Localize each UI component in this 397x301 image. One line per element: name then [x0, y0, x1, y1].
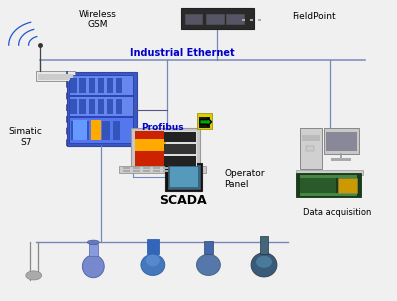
Bar: [326, 132, 357, 151]
Ellipse shape: [141, 254, 165, 275]
Bar: [107, 78, 113, 93]
Bar: [300, 128, 322, 169]
Text: Operator
Panel: Operator Panel: [224, 169, 265, 189]
Bar: [36, 71, 75, 81]
Bar: [226, 14, 244, 24]
Bar: [147, 239, 159, 254]
Bar: [69, 96, 133, 116]
Bar: [131, 128, 200, 169]
FancyArrow shape: [200, 118, 212, 126]
Bar: [98, 78, 104, 93]
Bar: [89, 99, 95, 114]
Bar: [306, 146, 314, 150]
Bar: [79, 99, 86, 114]
Ellipse shape: [197, 254, 220, 275]
Bar: [300, 176, 336, 194]
Text: Profibus: Profibus: [141, 123, 183, 132]
Text: SCADA: SCADA: [159, 194, 206, 207]
Bar: [164, 144, 196, 154]
Bar: [197, 113, 212, 129]
Bar: [338, 178, 357, 193]
Bar: [181, 8, 254, 29]
Bar: [123, 167, 130, 169]
Bar: [163, 170, 170, 172]
Bar: [183, 167, 190, 169]
Bar: [107, 99, 113, 114]
Text: Data acquisition: Data acquisition: [303, 208, 372, 217]
Text: Wireless
GSM: Wireless GSM: [78, 10, 116, 29]
Bar: [89, 78, 95, 93]
Bar: [193, 167, 200, 169]
Bar: [250, 19, 253, 21]
Bar: [102, 121, 110, 140]
Text: Industrial Ethernet: Industrial Ethernet: [130, 48, 235, 58]
Bar: [300, 175, 357, 178]
Bar: [98, 99, 104, 114]
Bar: [193, 170, 200, 172]
Bar: [135, 131, 166, 166]
Bar: [89, 244, 98, 256]
Bar: [133, 170, 140, 172]
Bar: [116, 78, 122, 93]
Bar: [198, 117, 210, 128]
Ellipse shape: [256, 256, 272, 268]
Bar: [143, 170, 150, 172]
Bar: [164, 131, 197, 166]
Bar: [173, 170, 180, 172]
Ellipse shape: [83, 255, 104, 278]
Bar: [260, 236, 268, 254]
Bar: [153, 167, 160, 169]
Bar: [302, 135, 320, 141]
Bar: [70, 99, 77, 114]
Bar: [143, 167, 150, 169]
Bar: [135, 131, 197, 166]
Ellipse shape: [146, 254, 160, 266]
Text: FieldPoint: FieldPoint: [292, 12, 335, 21]
Bar: [133, 167, 140, 169]
Bar: [170, 167, 198, 187]
Bar: [163, 167, 170, 169]
Bar: [206, 14, 224, 24]
Bar: [38, 75, 73, 80]
Bar: [153, 170, 160, 172]
Bar: [91, 120, 101, 140]
Bar: [300, 193, 357, 196]
Bar: [113, 121, 120, 140]
Text: Simatic
S7: Simatic S7: [9, 127, 43, 147]
Bar: [173, 167, 180, 169]
Bar: [70, 78, 77, 93]
Bar: [92, 121, 99, 140]
Bar: [79, 78, 86, 93]
Bar: [135, 139, 166, 151]
Bar: [185, 14, 202, 24]
Bar: [164, 156, 196, 166]
Bar: [183, 170, 190, 172]
Bar: [296, 173, 361, 197]
Bar: [165, 163, 202, 191]
Bar: [69, 75, 133, 95]
Bar: [331, 158, 351, 161]
Bar: [168, 165, 200, 189]
Bar: [258, 19, 261, 21]
Bar: [73, 120, 87, 140]
Bar: [119, 166, 206, 173]
Ellipse shape: [26, 271, 42, 280]
Bar: [67, 72, 137, 146]
Bar: [116, 99, 122, 114]
Bar: [69, 117, 133, 143]
Ellipse shape: [87, 240, 99, 244]
Bar: [71, 121, 78, 140]
Bar: [242, 19, 245, 21]
Bar: [204, 241, 213, 254]
Bar: [81, 121, 89, 140]
Bar: [324, 128, 359, 154]
Bar: [164, 132, 196, 142]
Bar: [296, 170, 363, 175]
Bar: [123, 170, 130, 172]
Ellipse shape: [251, 253, 277, 277]
